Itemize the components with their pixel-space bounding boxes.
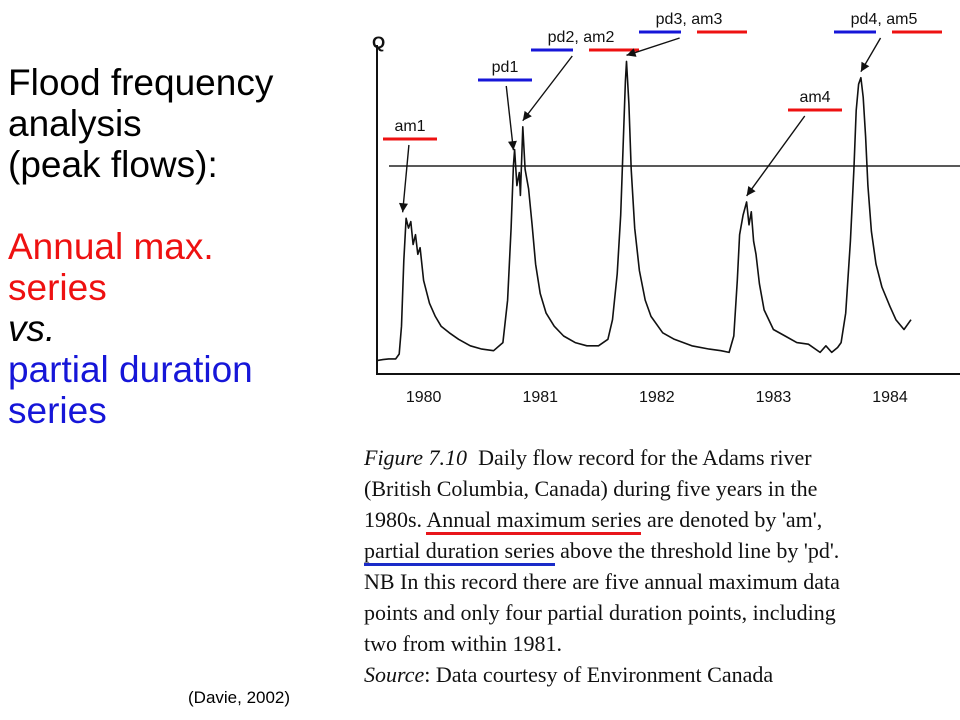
partial-duration-line-2: series (8, 390, 107, 431)
y-axis-label: Q (372, 33, 385, 52)
flow-series-line-0 (376, 60, 912, 362)
title-line-3: (peak flows): (8, 144, 218, 185)
x-tick-label-1983: 1983 (756, 389, 792, 406)
chart-ticks: 1980 1981 1982 1983 1984 (406, 389, 908, 406)
x-tick-label-1980: 1980 (406, 389, 442, 406)
annual-max-line-1: Annual max. (8, 226, 214, 267)
annotation-pd4-am5: pd4, am5 (851, 11, 918, 28)
versus-label: vs. (8, 308, 56, 349)
x-tick-label-1982: 1982 (639, 389, 675, 406)
arrow-shaft-am1 (401, 144, 410, 213)
partial-duration-line-1: partial duration (8, 349, 253, 390)
source-text: : Data courtesy of Environment Canada (424, 662, 774, 687)
annual-max-line-2: series (8, 267, 107, 308)
caption-line-1: Figure 7.10 Daily flow record for the Ad… (364, 442, 960, 473)
chart-annotations: am1 pd1 pd2, am2 pd3, am3 am4 pd4, am5 (383, 11, 942, 213)
annotation-pd3-am3: pd3, am3 (656, 11, 723, 28)
caption-line-2: (British Columbia, Canada) during five y… (364, 476, 818, 501)
annual-maximum-series-phrase: Annual maximum series (426, 507, 642, 535)
caption-line-1-text: Daily flow record for the Adams river (467, 445, 812, 470)
x-tick-label-1984: 1984 (872, 389, 908, 406)
caption-source-line: Source: Data courtesy of Environment Can… (364, 659, 960, 690)
figure-label: Figure 7.10 (364, 445, 468, 470)
caption-line-7: two from within 1981. (364, 631, 562, 656)
arrow-shaft-pd2-am2 (522, 55, 573, 122)
annotation-am4: am4 (799, 89, 830, 106)
caption-line-6: points and only four partial duration po… (364, 600, 836, 625)
citation: (Davie, 2002) (188, 688, 291, 707)
title-line-2: analysis (8, 103, 142, 144)
figure-caption: Figure 7.10 Daily flow record for the Ad… (364, 442, 960, 690)
left-text-block: Flood frequency analysis (peak flows): A… (8, 62, 358, 431)
title-line-1: Flood frequency (8, 62, 274, 103)
caption-line-3: 1980s. Annual maximum series are denoted… (364, 504, 960, 535)
caption-line-4: partial duration series above the thresh… (364, 535, 960, 566)
x-tick-label-1981: 1981 (522, 389, 558, 406)
caption-line-3-pre: 1980s. (364, 507, 427, 532)
caption-line-4-post: above the threshold line by 'pd'. (554, 538, 840, 563)
partial-duration-series-phrase: partial duration series (364, 538, 555, 566)
chart-series (376, 60, 912, 362)
arrow-head-pd2-am2 (522, 110, 532, 121)
arrow-head-pd3-am3 (626, 48, 637, 57)
arrow-head-am4 (746, 186, 756, 196)
chart-axes: Q (372, 33, 960, 375)
annotation-am1: am1 (394, 118, 425, 135)
arrow-shaft-pd1 (505, 85, 515, 151)
arrow-head-pd4-am5 (860, 61, 870, 72)
arrow-head-am1 (399, 202, 408, 213)
annotation-pd2-am2: pd2, am2 (548, 29, 615, 46)
arrow-shaft-pd3-am3 (626, 37, 680, 57)
arrow-shaft-am4 (746, 115, 806, 197)
caption-line-5: NB In this record there are five annual … (364, 569, 840, 594)
annotation-pd1: pd1 (492, 59, 519, 76)
caption-line-3-post: are denoted by 'am', (641, 507, 823, 532)
source-label: Source (364, 662, 425, 687)
arrow-head-pd1 (508, 140, 517, 151)
